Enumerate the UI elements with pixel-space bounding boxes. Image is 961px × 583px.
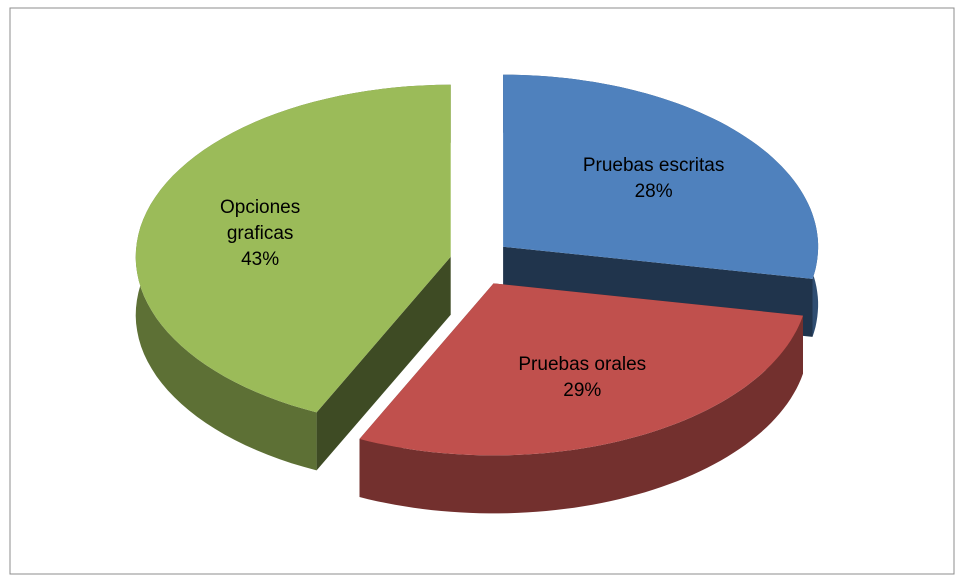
slice-value: 43% xyxy=(241,248,280,270)
slice-group xyxy=(135,84,451,471)
slice-value: 29% xyxy=(563,380,602,402)
slice-value: 28% xyxy=(634,180,673,202)
data-label: Pruebas escritas 28% xyxy=(554,153,754,205)
slice xyxy=(135,84,451,413)
slice-side xyxy=(316,256,451,471)
slice xyxy=(359,283,803,456)
slice-group xyxy=(359,283,803,514)
data-label: Opciones graficas 43% xyxy=(195,195,325,273)
slice-wall xyxy=(359,315,803,514)
slice-category: Opciones graficas xyxy=(219,196,301,244)
slice xyxy=(503,74,819,279)
slice-category: Pruebas escritas xyxy=(582,154,725,176)
slice-category: Pruebas orales xyxy=(518,354,647,376)
data-label: Pruebas orales 29% xyxy=(482,352,682,404)
